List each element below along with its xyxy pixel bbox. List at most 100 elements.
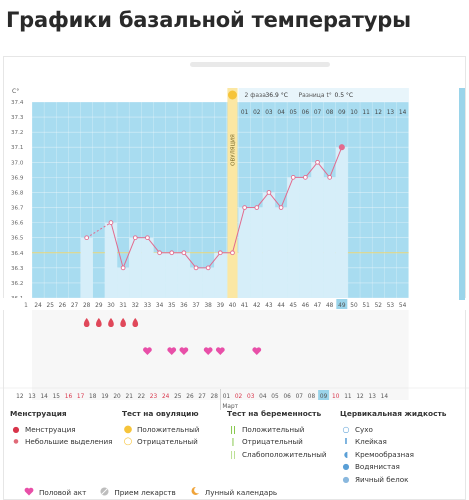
temperature-line-segment bbox=[268, 192, 282, 208]
temperature-point bbox=[338, 144, 345, 151]
moon-icon bbox=[190, 486, 200, 498]
y-tick-label: 36.5 bbox=[11, 236, 24, 242]
x-tick-label: 38 bbox=[204, 303, 212, 309]
sun-icon: ● bbox=[123, 423, 133, 435]
date-label: 14 bbox=[381, 394, 389, 400]
dry-icon: ○ bbox=[342, 424, 350, 434]
temperature-point bbox=[169, 250, 175, 256]
date-label: 14 bbox=[40, 394, 48, 400]
phase-day-label: 10 bbox=[350, 110, 358, 116]
intercourse-heart-icon bbox=[203, 347, 213, 355]
x-tick-label: 42 bbox=[253, 303, 261, 309]
x-tick-label: 52 bbox=[375, 303, 383, 309]
temperature-bar bbox=[165, 252, 178, 298]
ovulation-sun-icon bbox=[227, 90, 237, 100]
legend-item: Половой акт bbox=[39, 487, 87, 497]
legend-item: Небольшие выделения bbox=[25, 437, 113, 447]
ovulation-label: ОВУЛЯЦИЯ bbox=[230, 134, 236, 166]
legend-item: Клейкая bbox=[355, 437, 387, 447]
temperature-line-segment bbox=[183, 252, 197, 269]
date-label: 05 bbox=[271, 394, 279, 400]
x-tick-label: 54 bbox=[399, 303, 407, 309]
date-label: 10 bbox=[332, 394, 340, 400]
temperature-line-segment bbox=[256, 192, 270, 208]
x-tick-label: 50 bbox=[350, 303, 358, 309]
x-tick-label: 44 bbox=[277, 303, 285, 309]
phase-header-text: Разница t° bbox=[298, 92, 331, 99]
date-label: 06 bbox=[283, 394, 291, 400]
legend-pregnancy-test: Тест на беременность || Положительный | От… bbox=[227, 409, 327, 461]
date-label: 02 bbox=[235, 394, 243, 400]
phase-day-band bbox=[238, 88, 409, 102]
temperature-point bbox=[205, 265, 211, 271]
temperature-point bbox=[108, 220, 114, 225]
temperature-bar bbox=[250, 207, 263, 298]
phase-day-label: 07 bbox=[314, 110, 322, 116]
phase-day-label: 02 bbox=[253, 110, 261, 116]
legend-menstruation-title: Менструация bbox=[10, 409, 67, 418]
horizontal-scrollbar[interactable] bbox=[190, 62, 330, 67]
legend-item: Положительный bbox=[242, 424, 305, 434]
temperature-bar bbox=[80, 237, 93, 298]
period-drop-icon bbox=[108, 318, 114, 327]
temperature-point bbox=[290, 175, 296, 180]
temperature-line-segment bbox=[231, 207, 246, 253]
temperature-point bbox=[230, 250, 235, 256]
temperature-line-segment bbox=[110, 222, 124, 268]
x-tick-label: 45 bbox=[290, 303, 298, 309]
sun-outline-icon: ○ bbox=[123, 436, 133, 448]
y-tick-label: 37.1 bbox=[11, 145, 24, 151]
temperature-bar bbox=[335, 147, 348, 298]
x-tick-label: 41 bbox=[241, 303, 249, 309]
y-tick-label: 36.9 bbox=[11, 175, 24, 181]
x-tick-label: 1 bbox=[24, 303, 28, 309]
temperature-bar bbox=[287, 177, 300, 298]
date-label: 09 bbox=[320, 394, 328, 400]
temperature-line-segment bbox=[147, 237, 160, 254]
date-label: 07 bbox=[296, 394, 304, 400]
drop-icon: ● bbox=[12, 424, 20, 434]
date-label: 27 bbox=[198, 394, 206, 400]
x-tick-label: 51 bbox=[362, 303, 370, 309]
legend-menstruation: Менструация ● Менструация ● Небольшие выде… bbox=[10, 409, 112, 448]
faint-line-icon: || bbox=[230, 449, 236, 459]
temperature-point bbox=[181, 250, 187, 256]
current-date-highlight bbox=[318, 390, 330, 400]
phase-day-label: 03 bbox=[265, 110, 273, 116]
temperature-bar bbox=[177, 252, 190, 298]
legend-item: Яичный белок bbox=[355, 474, 409, 484]
temperature-line-segment bbox=[207, 252, 221, 269]
y-tick-label: 37.2 bbox=[11, 130, 23, 136]
x-tick-label: 25 bbox=[47, 303, 55, 309]
intercourse-heart-icon bbox=[167, 347, 177, 355]
temperature-bar bbox=[275, 207, 288, 298]
date-label: 12 bbox=[356, 394, 364, 400]
temperature-point bbox=[157, 250, 162, 256]
temperature-line-segment bbox=[122, 237, 136, 269]
phase-header-text: 0.5 °C bbox=[334, 92, 353, 99]
next-cycle-strip bbox=[459, 88, 465, 300]
y-tick-label: 36.8 bbox=[11, 190, 24, 196]
x-tick-label: 46 bbox=[302, 303, 310, 309]
legend-item: Отрицательный bbox=[137, 437, 198, 447]
temperature-bar bbox=[129, 237, 142, 298]
temperature-point bbox=[217, 250, 223, 256]
x-tick-label: 26 bbox=[59, 303, 67, 309]
phase-day-label: 08 bbox=[326, 110, 334, 116]
temperature-point bbox=[145, 235, 150, 241]
phase-day-label: 13 bbox=[387, 110, 395, 116]
egg-white-icon: ● bbox=[342, 474, 350, 484]
temperature-bar bbox=[214, 252, 227, 298]
x-axis-band bbox=[0, 298, 469, 310]
x-tick-label: 33 bbox=[144, 303, 152, 309]
x-tick-label: 28 bbox=[83, 303, 91, 309]
date-label: 01 bbox=[223, 394, 231, 400]
phase-day-label: 04 bbox=[277, 110, 285, 116]
x-tick-label: 40 bbox=[229, 303, 237, 309]
legend-item: Прием лекарств bbox=[114, 487, 176, 497]
one-line-icon: | bbox=[231, 437, 235, 447]
intercourse-heart-icon bbox=[215, 347, 225, 355]
y-tick-label: 37.4 bbox=[11, 100, 24, 106]
phase-day-label: 06 bbox=[302, 110, 310, 116]
small-drop-icon: ● bbox=[13, 438, 19, 446]
